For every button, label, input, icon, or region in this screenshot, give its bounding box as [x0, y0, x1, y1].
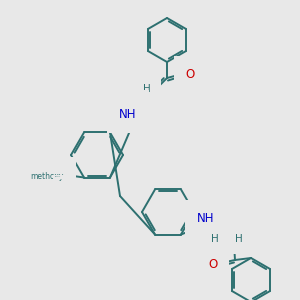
- Text: O: O: [196, 223, 206, 236]
- Text: H: H: [131, 100, 139, 110]
- Text: NH: NH: [197, 212, 215, 224]
- Text: H: H: [211, 234, 219, 244]
- Text: methoxy: methoxy: [197, 226, 231, 235]
- Text: methoxy: methoxy: [30, 172, 64, 181]
- Text: O: O: [208, 257, 217, 271]
- Text: H: H: [143, 84, 151, 94]
- Text: H: H: [235, 234, 243, 244]
- Text: methoxy: methoxy: [55, 176, 61, 177]
- Text: NH: NH: [119, 109, 137, 122]
- Text: O: O: [56, 169, 64, 182]
- Text: O: O: [185, 68, 195, 80]
